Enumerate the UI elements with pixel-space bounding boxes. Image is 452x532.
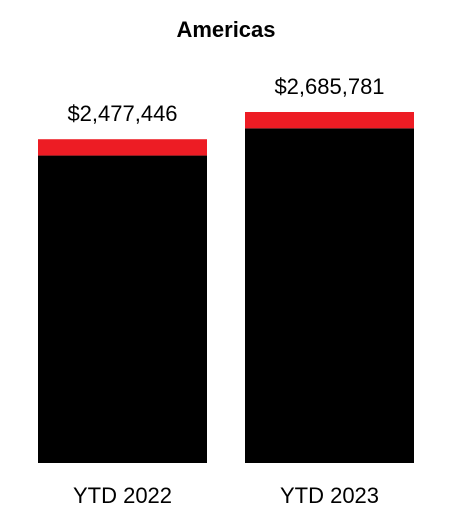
bar-segment: [38, 139, 207, 156]
x-tick-label: YTD 2022: [73, 483, 172, 508]
bar-segment: [38, 155, 207, 463]
bar-segment: [245, 112, 414, 129]
total-label: $2,685,781: [274, 74, 384, 99]
total-label: $2,477,446: [67, 101, 177, 126]
bar-segment: [245, 128, 414, 463]
chart-title: Americas: [176, 17, 275, 42]
x-tick-label: YTD 2023: [280, 483, 379, 508]
